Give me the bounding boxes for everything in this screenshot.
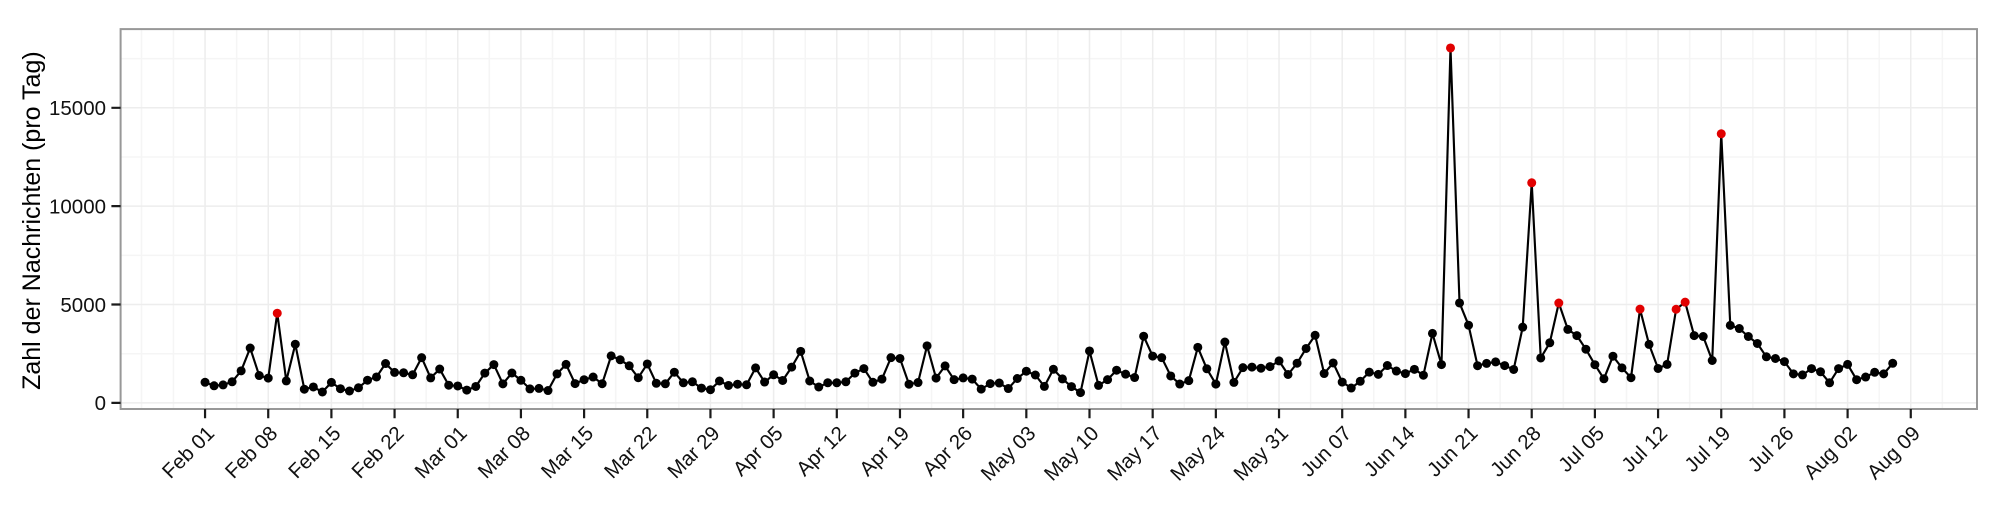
svg-text:15000: 15000 bbox=[49, 97, 106, 120]
svg-text:10000: 10000 bbox=[49, 196, 106, 219]
svg-text:5000: 5000 bbox=[60, 294, 106, 317]
svg-text:Zahl der Nachrichten (pro Tag): Zahl der Nachrichten (pro Tag) bbox=[18, 51, 46, 390]
svg-text:0: 0 bbox=[95, 392, 106, 415]
